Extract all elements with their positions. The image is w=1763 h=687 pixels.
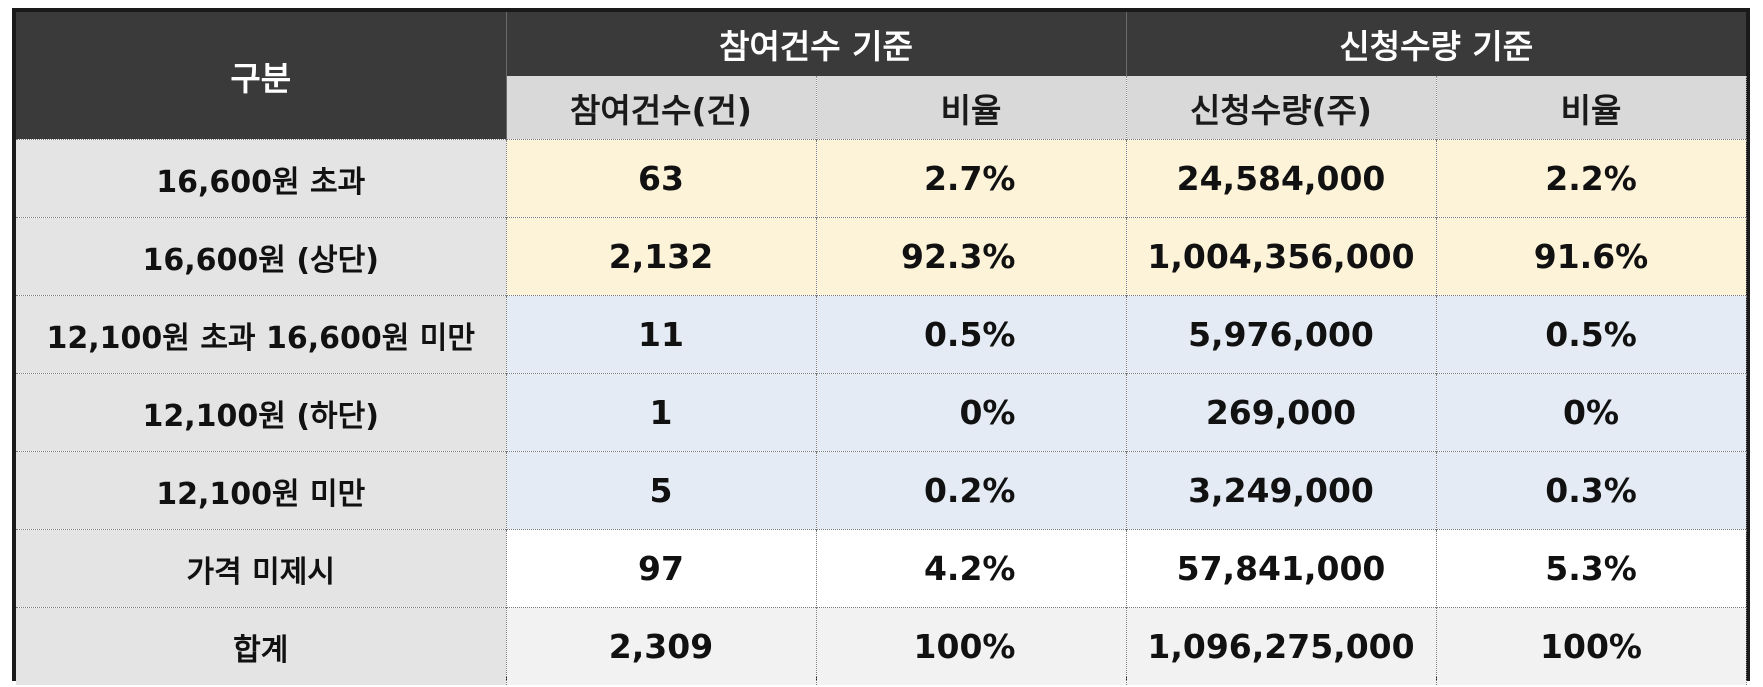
count-ratio-cell-total: 100%	[815, 607, 1127, 685]
count-cell: 1	[505, 373, 817, 452]
results-table: 구분 참여건수 기준 신청수량 기준 참여건수(건) 비율 신청수량(주) 비율…	[16, 12, 1747, 685]
count-ratio-cell: 92.3%	[815, 217, 1127, 296]
row-label-total: 합계	[16, 607, 507, 685]
row-label: 16,600원 초과	[16, 139, 507, 218]
quantity-cell: 269,000	[1125, 373, 1437, 452]
count-cell: 63	[505, 139, 817, 218]
header-row-groups: 구분 참여건수 기준 신청수량 기준	[16, 12, 1746, 140]
quantity-ratio-cell: 2.2%	[1435, 139, 1747, 218]
quantity-cell-total: 1,096,275,000	[1125, 607, 1437, 685]
quantity-ratio-cell: 5.3%	[1435, 529, 1747, 608]
table-row: 12,100원 (하단) 1 0% 269,000 0%	[16, 373, 1747, 452]
count-cell: 97	[505, 529, 817, 608]
count-cell: 2,132	[505, 217, 817, 296]
total-row: 합계 2,309 100% 1,096,275,000 100%	[16, 607, 1747, 685]
subheader-count-ratio: 비율	[815, 76, 1127, 140]
row-label: 12,100원 미만	[16, 451, 507, 530]
row-label: 16,600원 (상단)	[16, 217, 507, 296]
results-table-container: 구분 참여건수 기준 신청수량 기준 참여건수(건) 비율 신청수량(주) 비율…	[12, 8, 1750, 685]
table-row: 16,600원 초과 63 2.7% 24,584,000 2.2%	[16, 139, 1747, 218]
quantity-cell: 24,584,000	[1125, 139, 1437, 218]
quantity-cell: 1,004,356,000	[1125, 217, 1437, 296]
count-ratio-cell: 2.7%	[815, 139, 1127, 218]
subheader-quantity: 신청수량(주)	[1125, 76, 1437, 140]
table-row: 가격 미제시 97 4.2% 57,841,000 5.3%	[16, 529, 1747, 608]
count-ratio-cell: 0.5%	[815, 295, 1127, 374]
subheader-quantity-ratio: 비율	[1435, 76, 1747, 140]
quantity-ratio-cell: 0.3%	[1435, 451, 1747, 530]
header-row-sub: 참여건수(건) 비율 신청수량(주) 비율	[16, 76, 1747, 140]
quantity-cell: 57,841,000	[1125, 529, 1437, 608]
corner-header: 구분	[16, 12, 507, 140]
count-ratio-cell: 0%	[815, 373, 1127, 452]
row-label: 12,100원 (하단)	[16, 373, 507, 452]
row-label: 12,100원 초과 16,600원 미만	[16, 295, 507, 374]
table-row: 12,100원 미만 5 0.2% 3,249,000 0.3%	[16, 451, 1747, 530]
group-header-count: 참여건수 기준	[506, 12, 1127, 76]
count-cell: 5	[505, 451, 817, 530]
group-header-quantity: 신청수량 기준	[1126, 12, 1746, 76]
row-label: 가격 미제시	[16, 529, 507, 608]
count-ratio-cell: 4.2%	[815, 529, 1127, 608]
quantity-ratio-cell: 91.6%	[1435, 217, 1747, 296]
count-cell: 11	[505, 295, 817, 374]
quantity-ratio-cell-total: 100%	[1435, 607, 1747, 685]
quantity-cell: 5,976,000	[1125, 295, 1437, 374]
table-row: 12,100원 초과 16,600원 미만 11 0.5% 5,976,000 …	[16, 295, 1747, 374]
quantity-cell: 3,249,000	[1125, 451, 1437, 530]
count-ratio-cell: 0.2%	[815, 451, 1127, 530]
table-row: 16,600원 (상단) 2,132 92.3% 1,004,356,000 9…	[16, 217, 1747, 296]
quantity-ratio-cell: 0.5%	[1435, 295, 1747, 374]
count-cell-total: 2,309	[505, 607, 817, 685]
quantity-ratio-cell: 0%	[1435, 373, 1747, 452]
subheader-count: 참여건수(건)	[505, 76, 817, 140]
